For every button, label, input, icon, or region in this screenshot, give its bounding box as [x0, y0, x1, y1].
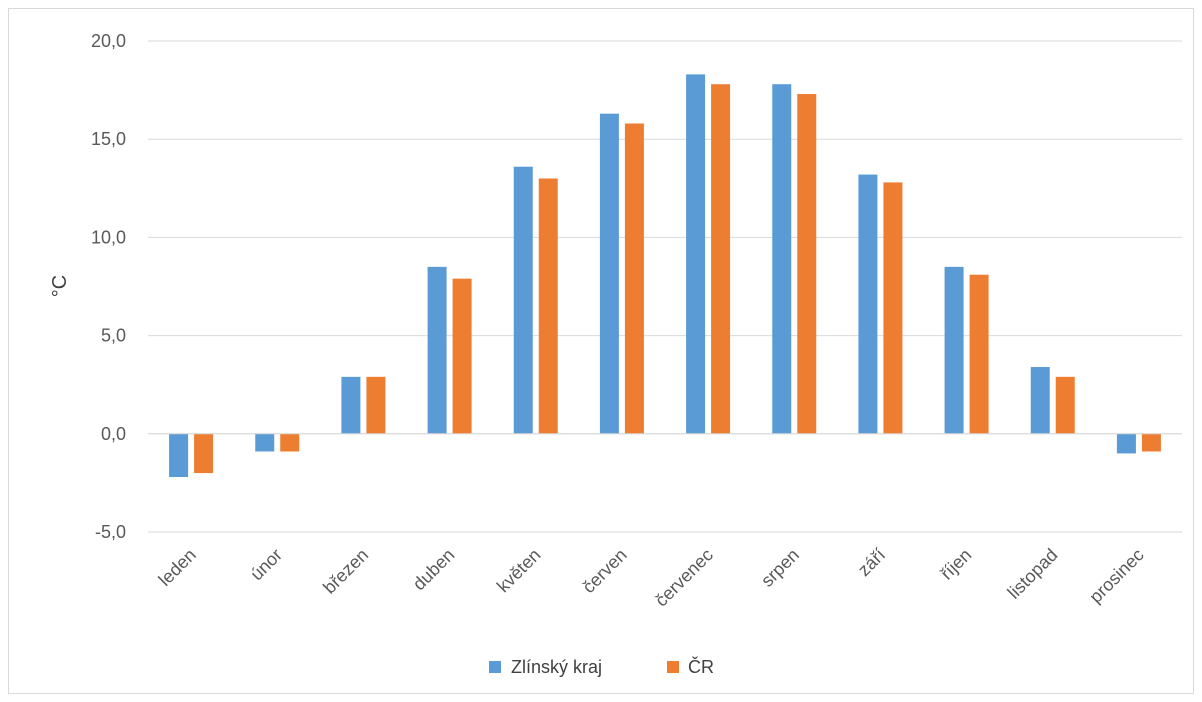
bar-cr — [366, 376, 386, 434]
bar-cr — [969, 274, 989, 434]
x-tick-label: květen — [493, 545, 545, 597]
x-tick-label: únor — [246, 545, 286, 585]
y-axis-label: °C — [49, 275, 71, 297]
bar-zlinsky-kraj — [858, 174, 878, 434]
bar-cr — [883, 182, 903, 434]
bar-zlinsky-kraj — [772, 84, 792, 434]
bar-zlinsky-kraj — [1030, 367, 1050, 434]
y-axis-ticks: -5,0 0,0 5,0 10,0 15,0 20,0 — [91, 31, 126, 542]
x-tick-label: leden — [155, 545, 200, 590]
legend-label: Zlínský kraj — [511, 657, 602, 677]
bar-zlinsky-kraj — [513, 166, 533, 434]
bars — [148, 74, 1182, 478]
bar-cr — [1055, 376, 1075, 434]
x-tick-label: srpen — [757, 545, 803, 591]
bar-zlinsky-kraj — [427, 266, 447, 434]
bar-cr — [624, 123, 644, 434]
bar-zlinsky-kraj — [169, 433, 189, 478]
bar-zlinsky-kraj — [599, 113, 619, 434]
bar-cr — [452, 278, 472, 434]
legend-swatch — [667, 661, 679, 673]
x-axis-ticks: leden únor březen duben květen červen červenec… — [155, 545, 1148, 611]
x-tick-label: září — [854, 545, 889, 580]
y-tick-label: -5,0 — [95, 522, 126, 542]
bar-zlinsky-kraj — [944, 266, 964, 434]
bar-cr — [1141, 433, 1161, 452]
bar-cr — [711, 84, 731, 434]
x-tick-label: červenec — [651, 545, 717, 611]
y-tick-label: 15,0 — [91, 129, 126, 149]
x-tick-label: prosinec — [1085, 545, 1147, 607]
bar-zlinsky-kraj — [1116, 433, 1136, 454]
y-tick-label: 0,0 — [101, 424, 126, 444]
bar-zlinsky-kraj — [341, 376, 361, 434]
y-tick-label: 5,0 — [101, 326, 126, 346]
gridlines — [148, 40, 1182, 533]
y-tick-label: 20,0 — [91, 31, 126, 51]
bar-cr — [538, 178, 558, 434]
bar-zlinsky-kraj — [255, 433, 275, 452]
x-tick-label: říjen — [937, 545, 976, 584]
bar-zlinsky-kraj — [686, 74, 706, 434]
x-tick-label: listopad — [1004, 545, 1062, 603]
x-tick-label: červen — [578, 545, 630, 597]
legend: Zlínský kraj ČR — [489, 656, 714, 677]
y-tick-label: 10,0 — [91, 227, 126, 247]
bar-cr — [194, 433, 214, 474]
legend-swatch — [489, 661, 501, 673]
x-tick-label: březen — [319, 545, 372, 598]
bar-cr — [797, 94, 817, 434]
legend-label: ČR — [688, 656, 714, 677]
bar-cr — [280, 433, 300, 452]
x-tick-label: duben — [409, 545, 459, 595]
